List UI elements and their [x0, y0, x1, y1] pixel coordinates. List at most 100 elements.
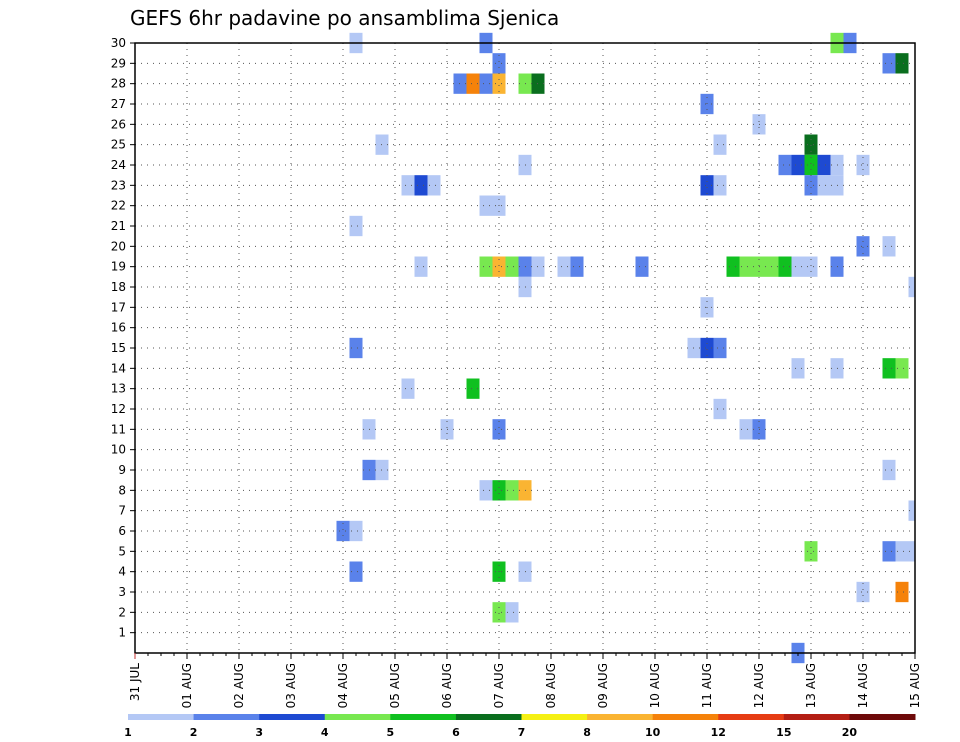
- precip-cell: [804, 175, 818, 196]
- colorbar-label: 10: [645, 726, 661, 739]
- y-tick-label: 11: [111, 422, 126, 436]
- y-tick-label: 17: [111, 300, 126, 314]
- colorbar-label: 3: [255, 726, 263, 739]
- y-tick-label: 28: [111, 77, 126, 91]
- precip-cell: [479, 195, 493, 216]
- precip-cell: [349, 215, 363, 237]
- precip-cell: [349, 561, 363, 582]
- x-tick-label: 14 AUG: [856, 663, 870, 708]
- precip-cell: [908, 276, 915, 298]
- precip-cell: [635, 256, 649, 277]
- precip-cell: [505, 602, 519, 623]
- y-tick-label: 25: [111, 138, 126, 152]
- precip-cell: [882, 358, 896, 379]
- colorbar-segment: [652, 714, 719, 720]
- y-tick-label: 18: [111, 280, 126, 294]
- y-tick-label: 5: [118, 544, 126, 558]
- precip-cell: [778, 154, 792, 176]
- y-axis-ticks: 1234567891011121314151617181920212223242…: [111, 36, 135, 640]
- y-tick-label: 30: [111, 36, 126, 50]
- precip-cell: [882, 53, 896, 74]
- y-tick-label: 29: [111, 56, 126, 70]
- y-tick-label: 1: [118, 626, 126, 640]
- colorbar-label: 20: [842, 726, 858, 739]
- colorbar-segment: [324, 714, 391, 720]
- x-axis-ticks: 31 JUL 01 AUG 02 AUG 03 AUG 04 AUG 05 AUG 06 A…: [128, 653, 922, 708]
- precipitation-cells: [336, 32, 915, 664]
- precip-cell: [492, 73, 506, 94]
- x-tick-label: 01 AUG: [180, 663, 194, 708]
- precip-cell: [700, 175, 714, 196]
- colorbar-label: 5: [387, 726, 395, 739]
- precip-cell: [895, 581, 909, 603]
- x-tick-label: 06 AUG: [440, 663, 454, 708]
- colorbar-label: 8: [583, 726, 591, 739]
- y-tick-label: 19: [111, 260, 126, 274]
- y-tick-label: 16: [111, 321, 126, 335]
- x-tick-label: 05 AUG: [388, 663, 402, 708]
- colorbar-label: 7: [518, 726, 526, 739]
- precip-cell: [466, 73, 480, 94]
- x-tick-label: 08 AUG: [544, 663, 558, 708]
- precip-cell: [713, 337, 727, 359]
- precip-cell: [856, 581, 870, 603]
- colorbar-segment: [849, 714, 916, 720]
- chart-title: GEFS 6hr padavine po ansamblima Sjenica: [130, 6, 559, 30]
- precip-cell: [414, 256, 428, 277]
- precip-cell: [492, 53, 506, 74]
- x-tick-label: 02 AUG: [232, 663, 246, 708]
- precip-cell: [817, 175, 831, 196]
- precip-cell: [713, 175, 727, 196]
- precip-cell: [791, 154, 805, 176]
- x-tick-label: 11 AUG: [700, 663, 714, 708]
- precip-cell: [908, 541, 915, 562]
- colorbar-segment: [587, 714, 654, 720]
- precip-cell: [349, 337, 363, 359]
- precip-cell: [882, 236, 896, 257]
- precip-cell: [492, 602, 506, 623]
- colorbar-label: 15: [776, 726, 791, 739]
- colorbar-segment: [718, 714, 785, 720]
- precip-cell: [492, 480, 506, 501]
- x-tick-label: 15 AUG: [908, 663, 922, 708]
- precip-cell: [505, 480, 519, 501]
- x-tick-label: 12 AUG: [752, 663, 766, 708]
- precip-cell: [804, 154, 818, 176]
- precip-cell: [479, 256, 493, 277]
- precip-cell: [401, 378, 415, 399]
- precip-cell: [479, 480, 493, 501]
- x-tick-label: 09 AUG: [596, 663, 610, 708]
- precip-cell: [739, 419, 753, 440]
- precip-cell: [791, 358, 805, 379]
- y-tick-label: 27: [111, 97, 126, 111]
- y-tick-label: 2: [118, 605, 126, 619]
- precip-cell: [804, 256, 818, 277]
- precip-cell: [401, 175, 415, 196]
- precip-cell: [349, 520, 363, 542]
- precip-cell: [713, 134, 727, 155]
- precip-cell: [804, 134, 818, 155]
- grid-lines: [135, 42, 915, 653]
- y-tick-label: 9: [118, 463, 126, 477]
- y-tick-label: 10: [111, 443, 126, 457]
- precip-cell: [895, 53, 909, 74]
- x-tick-label: 10 AUG: [648, 663, 662, 708]
- colorbar-label: 6: [452, 726, 460, 739]
- colorbar: 1 2 3 4 5 6 7 8 10 12 15 20: [124, 714, 916, 739]
- colorbar-segment: [390, 714, 457, 720]
- precip-cell: [895, 541, 909, 562]
- x-tick-label: 07 AUG: [492, 663, 506, 708]
- precip-cell: [505, 256, 519, 277]
- y-tick-label: 20: [111, 239, 126, 253]
- precip-cell: [336, 520, 350, 542]
- precip-cell: [804, 541, 818, 562]
- colorbar-label: 4: [321, 726, 329, 739]
- colorbar-segment: [521, 714, 588, 720]
- colorbar-segment: [193, 714, 260, 720]
- precip-cell: [856, 236, 870, 257]
- precip-cell: [778, 256, 792, 277]
- precip-cell: [700, 337, 714, 359]
- precip-cell: [557, 256, 571, 277]
- precip-cell: [492, 256, 506, 277]
